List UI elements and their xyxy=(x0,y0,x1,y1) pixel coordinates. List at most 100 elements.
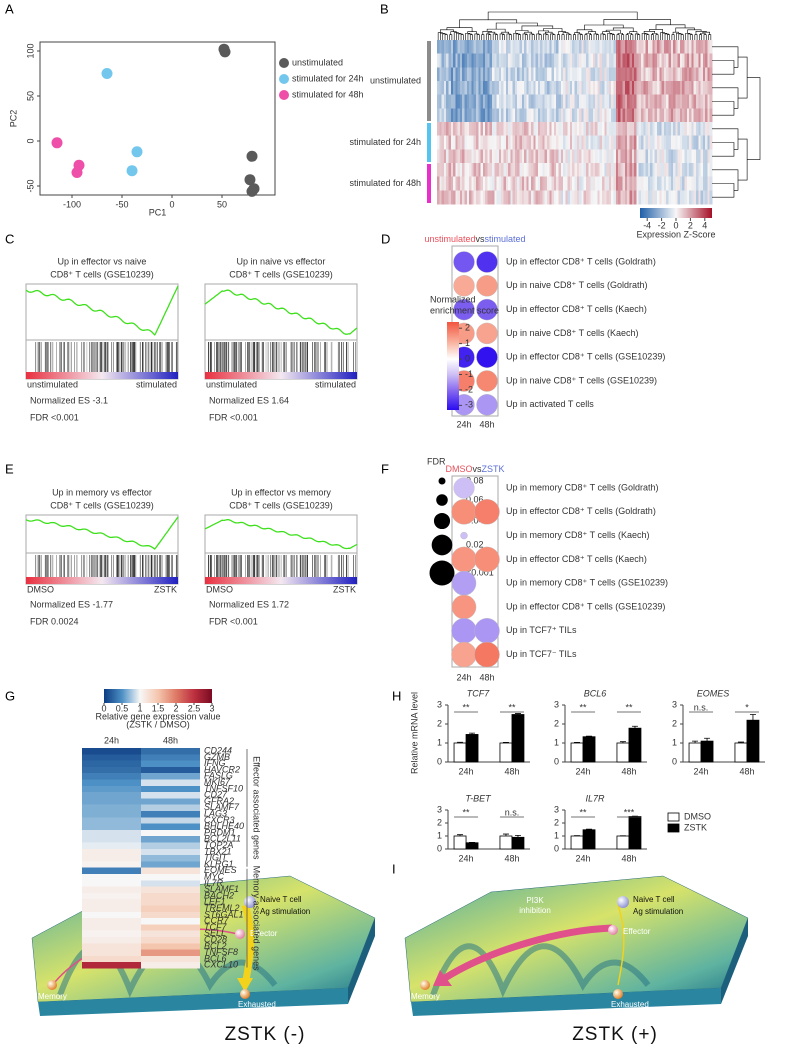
gsea-nes: Normalized ES 1.72 xyxy=(209,599,289,609)
heatmap-cell xyxy=(558,67,562,82)
heatmap-cell xyxy=(684,53,688,68)
heatmap-cell xyxy=(537,190,541,205)
heatmap-cell xyxy=(480,190,484,205)
heatmap-cell xyxy=(611,190,614,205)
heatmap-cell xyxy=(517,53,520,68)
dendrogram-branch xyxy=(712,183,735,198)
heatmap-cell xyxy=(567,190,571,205)
heatmap-cell xyxy=(512,135,516,150)
heatmap-cell xyxy=(508,67,511,82)
heatmap-cell xyxy=(620,108,623,123)
heatmap-cell xyxy=(622,122,626,136)
heatmap-cell xyxy=(620,53,623,68)
heatmap-cell xyxy=(588,122,591,136)
heatmap-cell xyxy=(638,163,642,177)
heatmap-cell xyxy=(82,748,141,755)
bar xyxy=(582,829,596,850)
dot xyxy=(476,394,498,416)
heatmap-cell xyxy=(572,149,575,164)
point xyxy=(131,146,143,158)
heatmap-cell xyxy=(640,122,644,136)
heatmap-cell xyxy=(521,67,525,82)
heatmap-cell xyxy=(611,135,614,150)
heatmap-cell xyxy=(631,135,635,150)
heatmap-cell xyxy=(707,163,711,177)
heatmap-cell xyxy=(519,40,523,54)
row-group-bar xyxy=(427,164,431,203)
dendrogram-branch xyxy=(584,24,624,30)
heatmap-cell xyxy=(485,81,488,95)
heatmap-cell xyxy=(485,53,488,68)
heatmap-cell xyxy=(464,135,468,150)
heatmap-cell xyxy=(636,149,639,164)
heatmap-cell xyxy=(480,81,484,95)
heatmap-cell xyxy=(618,108,621,123)
y-tick-label: 0 xyxy=(554,756,559,766)
dendrogram-branch xyxy=(437,32,443,40)
heatmap-cell xyxy=(576,190,580,205)
gsea-title: Up in naive vs effector xyxy=(237,256,326,266)
heatmap-cell xyxy=(689,94,692,109)
heatmap-cell xyxy=(615,108,619,123)
heatmap-cell xyxy=(663,176,667,191)
heatmap-cell xyxy=(535,190,539,205)
heatmap-cell xyxy=(631,149,635,164)
heatmap-cell xyxy=(496,67,500,82)
heatmap-cell xyxy=(700,67,704,82)
dot-row-label: Up in memory CD8⁺ T cells (Goldrath) xyxy=(506,482,658,492)
heatmap-cell xyxy=(498,163,502,177)
heatmap-cell xyxy=(510,122,513,136)
heatmap-cell xyxy=(551,67,555,82)
heatmap-cell xyxy=(496,163,500,177)
heatmap-cell xyxy=(494,122,497,136)
heatmap-cell xyxy=(439,149,442,164)
gsea-fdr: FDR <0.001 xyxy=(209,616,258,626)
dot xyxy=(474,618,500,644)
heatmap-cell xyxy=(691,40,694,54)
heatmap-cell xyxy=(602,122,605,136)
heatmap-cell xyxy=(141,836,200,843)
heatmap-cell xyxy=(677,94,681,109)
heatmap-cell xyxy=(482,81,486,95)
gene-label: BACH2 xyxy=(204,890,234,900)
gene-label: IL7R xyxy=(204,878,224,888)
heatmap-cell xyxy=(489,67,493,82)
heatmap-cell xyxy=(590,53,594,68)
heatmap-cell xyxy=(618,190,621,205)
heatmap-cell xyxy=(524,135,527,150)
heatmap-cell xyxy=(485,176,488,191)
gsea-nes: Normalized ES -3.1 xyxy=(30,395,108,405)
heatmap-cell xyxy=(549,135,552,150)
heatmap-cell xyxy=(709,190,713,205)
heatmap-cell xyxy=(679,81,683,95)
heatmap-cell xyxy=(581,81,584,95)
heatmap-cell xyxy=(466,53,470,68)
dendrogram-branch xyxy=(662,32,668,40)
heatmap-cell xyxy=(670,122,674,136)
heatmap-cell xyxy=(700,163,704,177)
heatmap-cell xyxy=(666,108,669,123)
heatmap-cell xyxy=(501,81,504,95)
heatmap-cell xyxy=(558,190,562,205)
heatmap-cell xyxy=(485,149,488,164)
heatmap-cell xyxy=(608,176,612,191)
fdr-legend-dot xyxy=(433,512,451,530)
error-bar xyxy=(502,833,509,836)
heatmap-cell xyxy=(556,163,559,177)
heatmap-cell xyxy=(141,760,200,768)
error-bar xyxy=(586,735,593,737)
heatmap-cell xyxy=(567,149,571,164)
heatmap-cell xyxy=(453,190,456,205)
heatmap-cell xyxy=(689,108,692,123)
gene-label: CCR7 xyxy=(204,916,229,926)
stimulation-label: Ag stimulation xyxy=(260,907,310,916)
heatmap-cell xyxy=(691,108,694,123)
gsea-nes: Normalized ES -1.77 xyxy=(30,599,113,609)
dendrogram-branch xyxy=(576,29,593,33)
heatmap-cell xyxy=(576,108,580,123)
heatmap-cell xyxy=(652,81,656,95)
heatmap-cell xyxy=(524,149,527,164)
heatmap-cell xyxy=(569,81,573,95)
heatmap-cell xyxy=(526,149,529,164)
heatmap-cell xyxy=(663,53,667,68)
